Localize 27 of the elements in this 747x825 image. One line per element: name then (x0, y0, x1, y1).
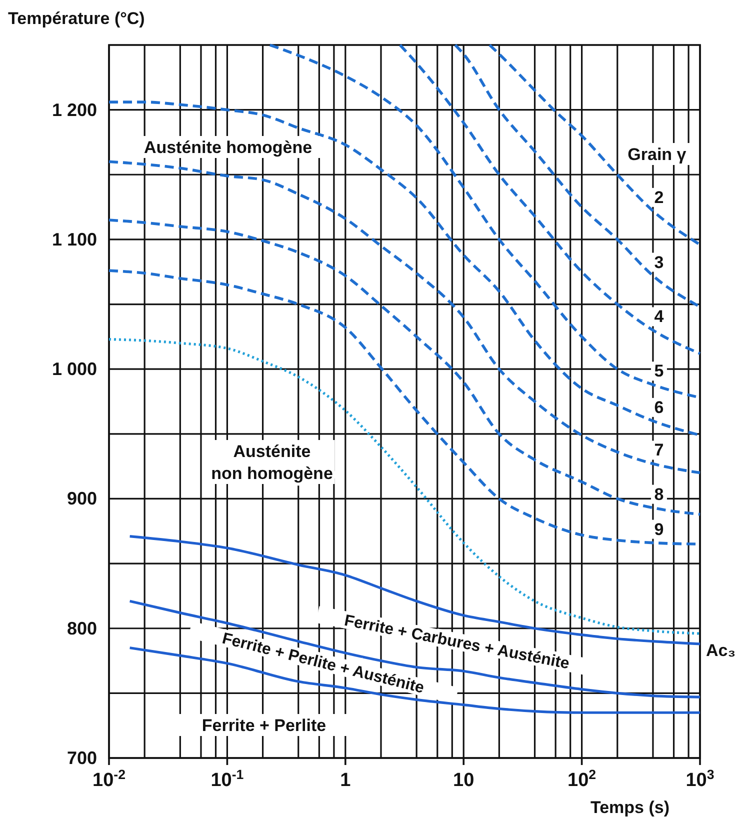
x-tick-label: 10 (453, 770, 474, 791)
series-label: 6 (654, 398, 664, 417)
y-tick-label: 1 200 (52, 100, 97, 120)
series-label: 2 (654, 188, 664, 207)
series-label: 4 (654, 307, 664, 326)
y-axis-title: Température (°C) (8, 9, 145, 28)
y-tick-label: 1 000 (52, 359, 97, 380)
y-tick-label: 800 (66, 618, 97, 638)
x-tick-label: 10$^{-1}$ (210, 766, 244, 791)
legend-title: Grain γ (628, 145, 687, 164)
annotation: Austénite non homogène (211, 442, 333, 483)
annotation: Ferrite + Perlite (202, 716, 326, 735)
y-tick-label: 700 (66, 748, 97, 768)
series-label: 7 (654, 440, 664, 460)
annotation: Austénite homogène (144, 138, 312, 157)
series-label: 9 (654, 520, 664, 539)
x-tick-label: 1 (340, 770, 352, 791)
series-label: 3 (654, 252, 664, 272)
x-tick-label: 10$^{2}$ (568, 766, 596, 791)
series-label: Ac₃ (706, 640, 736, 660)
x-tick-label: 10$^{3}$ (686, 766, 714, 791)
series-label: 8 (654, 484, 664, 504)
x-tick-label: 10$^{-2}$ (92, 766, 126, 791)
y-tick-label: 1 100 (52, 229, 97, 250)
x-axis-title: Temps (s) (590, 798, 670, 817)
y-tick-label: 900 (66, 488, 97, 509)
series-label: 5 (654, 362, 664, 381)
